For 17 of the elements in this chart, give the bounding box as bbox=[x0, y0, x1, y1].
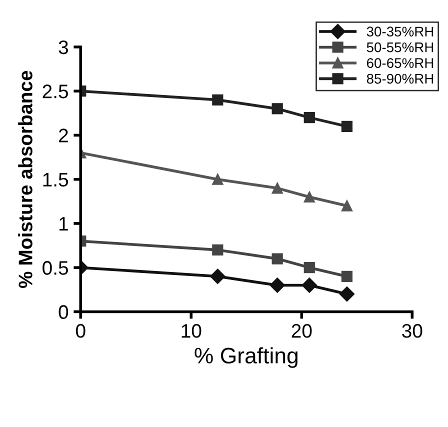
legend-label: 50-55%RH bbox=[366, 42, 434, 52]
legend-label: 85-90%RH bbox=[366, 74, 434, 84]
legend-label: 60-65%RH bbox=[366, 58, 434, 68]
y-tick-label: 1 bbox=[60, 217, 68, 231]
x-tick-label: 30 bbox=[402, 324, 422, 338]
y-tick-label: 1.5 bbox=[43, 173, 68, 187]
x-tick-label: 0 bbox=[76, 324, 86, 338]
y-tick-label: 2 bbox=[59, 128, 68, 142]
y-tick-label: 0.5 bbox=[42, 261, 68, 275]
y-tick-label: 2.5 bbox=[42, 84, 68, 98]
x-axis-title: % Grafting bbox=[194, 347, 298, 368]
x-tick-label: 10 bbox=[182, 324, 202, 338]
x-tick-label: 20 bbox=[292, 324, 312, 338]
legend-label: 30-35%RH bbox=[366, 26, 434, 37]
y-tick-label: 3 bbox=[58, 40, 68, 54]
y-tick-label: 0 bbox=[58, 305, 68, 319]
y-axis-title: % Moisture absorbance bbox=[18, 70, 32, 288]
